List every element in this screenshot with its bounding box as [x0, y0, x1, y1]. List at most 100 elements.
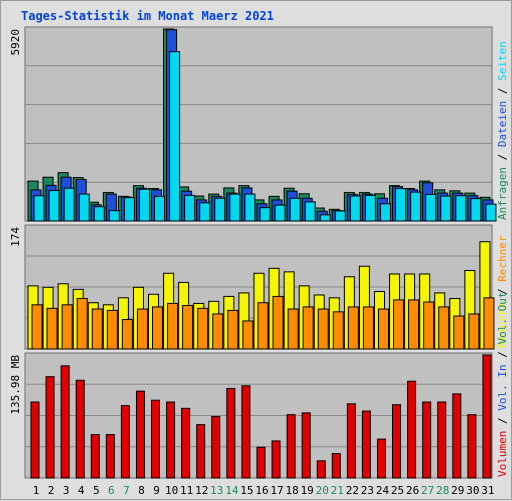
legend-entry-rechner: Rechner	[496, 235, 509, 282]
legend-separator: /	[496, 147, 509, 167]
bar-volumen-day-15	[241, 385, 251, 479]
legend-separator: /	[496, 81, 509, 101]
x-tick-label-day-10: 10	[165, 484, 178, 497]
bar-rechner-day-17	[272, 295, 284, 350]
x-tick-label-day-31: 31	[481, 484, 494, 497]
legend-entry-vol-in: Vol. In	[496, 364, 509, 410]
bar-seiten-day-5	[93, 206, 105, 222]
x-tick-label-day-11: 11	[180, 484, 193, 497]
bar-seiten-day-21	[334, 210, 346, 222]
bar-volumen-day-17	[271, 440, 281, 479]
x-tick-label-day-6: 6	[108, 484, 115, 497]
bar-rechner-day-19	[302, 306, 314, 350]
bar-rechner-day-1	[31, 304, 43, 350]
x-tick-label-day-17: 17	[270, 484, 283, 497]
bar-volumen-day-4	[75, 379, 85, 479]
panel-2-y-max-label: 174	[9, 227, 22, 247]
bar-volumen-day-22	[346, 403, 356, 479]
bar-volumen-day-6	[105, 434, 115, 479]
bar-seiten-day-8	[138, 188, 150, 222]
x-tick-label-day-5: 5	[93, 484, 100, 497]
bar-rechner-day-29	[453, 315, 465, 350]
bar-seiten-day-14	[229, 193, 241, 222]
bar-rechner-day-27	[423, 301, 435, 350]
x-tick-label-day-30: 30	[466, 484, 479, 497]
bar-seiten-day-10	[169, 51, 181, 222]
bar-volumen-day-20	[316, 460, 326, 479]
panel-2-legend: Besuche / Rechner	[496, 235, 509, 348]
legend-entry-anfragen: Anfragen	[496, 167, 509, 220]
x-tick-label-day-23: 23	[361, 484, 374, 497]
bar-seiten-day-3	[63, 187, 75, 222]
panel-3-legend: Volumen / Vol. In / Vol. Out	[496, 292, 509, 477]
x-tick-label-day-8: 8	[138, 484, 145, 497]
bar-seiten-day-26	[410, 191, 422, 222]
legend-separator: /	[496, 411, 509, 431]
bar-rechner-day-2	[46, 307, 58, 350]
bar-volumen-day-31	[482, 354, 492, 479]
bar-volumen-day-19	[301, 412, 311, 479]
bar-seiten-day-31	[485, 203, 497, 222]
bar-volumen-day-30	[467, 414, 477, 479]
bar-rechner-day-12	[197, 307, 209, 350]
bar-rechner-day-31	[483, 297, 495, 350]
x-tick-label-day-21: 21	[331, 484, 344, 497]
x-tick-label-day-16: 16	[255, 484, 268, 497]
bar-seiten-day-15	[244, 193, 256, 222]
bar-rechner-day-30	[468, 313, 480, 350]
bar-seiten-day-6	[108, 210, 120, 222]
bar-seiten-day-19	[304, 201, 316, 222]
bar-seiten-day-7	[123, 197, 135, 222]
bar-rechner-day-7	[121, 319, 133, 350]
x-tick-label-day-4: 4	[78, 484, 85, 497]
bar-volumen-day-9	[151, 399, 161, 479]
bar-rechner-day-24	[377, 308, 389, 350]
bar-seiten-day-30	[470, 198, 482, 222]
bar-rechner-day-14	[227, 309, 239, 350]
bar-rechner-day-3	[61, 304, 73, 350]
bar-rechner-day-10	[167, 302, 179, 350]
bar-rechner-day-4	[76, 298, 88, 350]
x-tick-label-day-20: 20	[316, 484, 329, 497]
bar-seiten-day-13	[214, 197, 226, 222]
bar-volumen-day-1	[30, 401, 40, 479]
bar-seiten-day-9	[154, 195, 166, 222]
x-tick-label-day-24: 24	[376, 484, 390, 497]
bar-seiten-day-24	[379, 203, 391, 222]
bar-seiten-day-29	[455, 195, 467, 222]
bar-seiten-day-17	[274, 204, 286, 222]
bar-rechner-day-13	[212, 313, 224, 350]
bar-volumen-day-10	[166, 401, 176, 479]
bar-seiten-day-11	[184, 194, 196, 222]
bar-rechner-day-25	[393, 299, 405, 350]
x-tick-label-day-29: 29	[451, 484, 464, 497]
bar-volumen-day-3	[60, 365, 70, 479]
legend-entry-seiten: Seiten	[496, 41, 509, 81]
bar-seiten-day-2	[48, 190, 60, 222]
x-tick-label-day-13: 13	[210, 484, 223, 497]
legend-entry-besuche: Besuche	[496, 302, 509, 348]
bar-volumen-day-13	[211, 415, 221, 479]
x-tick-label-day-22: 22	[346, 484, 359, 497]
x-tick-label-day-12: 12	[195, 484, 208, 497]
legend-separator: /	[496, 345, 509, 365]
legend-entry-vol-out: Vol. Out	[496, 292, 509, 345]
bar-volumen-day-7	[120, 405, 130, 479]
x-tick-label-day-19: 19	[301, 484, 314, 497]
bar-volumen-day-8	[135, 390, 145, 479]
bar-seiten-day-22	[349, 195, 361, 222]
panel-1-legend: Anfragen / Dateien / Seiten	[496, 41, 509, 220]
bar-rechner-day-8	[136, 308, 148, 350]
bar-seiten-day-27	[425, 193, 437, 222]
x-tick-label-day-27: 27	[421, 484, 434, 497]
bar-volumen-day-2	[45, 376, 55, 479]
bar-seiten-day-4	[78, 193, 90, 222]
bar-rechner-day-18	[287, 308, 299, 350]
x-tick-label-day-2: 2	[48, 484, 55, 497]
bar-volumen-day-11	[181, 407, 191, 479]
panel-3-y-max-label: 135.98 MB	[9, 355, 22, 415]
bar-volumen-day-16	[256, 446, 266, 479]
bar-seiten-day-20	[319, 214, 331, 222]
bar-rechner-day-15	[242, 320, 254, 350]
